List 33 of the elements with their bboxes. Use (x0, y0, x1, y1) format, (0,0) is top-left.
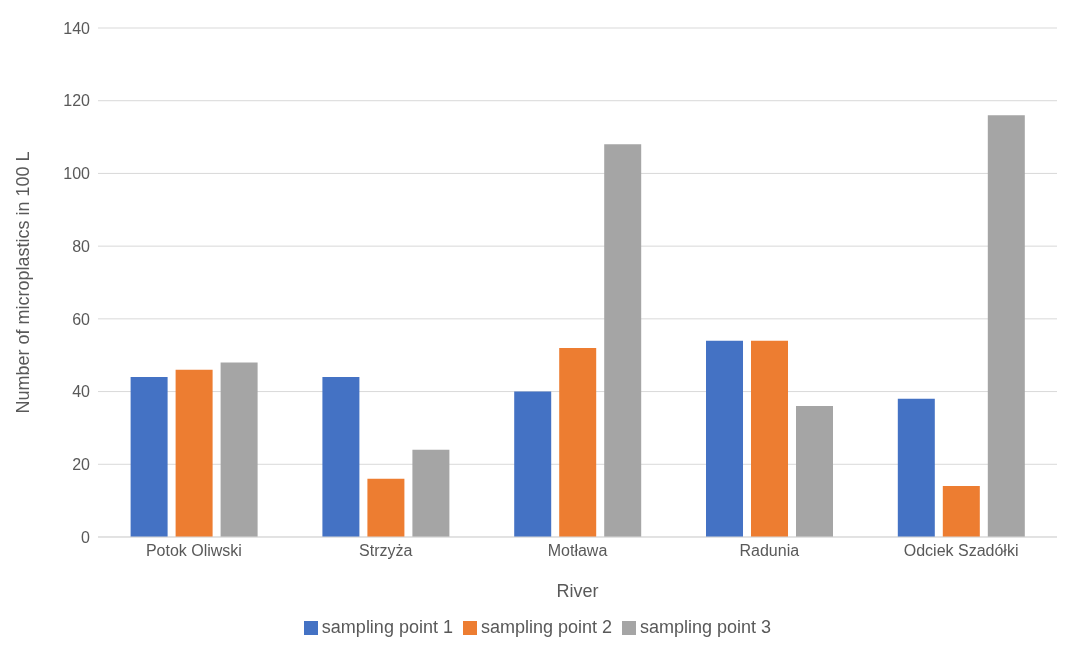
y-tick-label: 80 (72, 237, 91, 255)
legend-label: sampling point 3 (640, 617, 772, 637)
legend-label: sampling point 1 (321, 617, 453, 637)
x-tick-label: Strzyża (359, 542, 413, 560)
x-tick-label: Radunia (739, 542, 800, 560)
bar (604, 144, 642, 537)
bar (220, 362, 258, 537)
bar (559, 347, 597, 537)
bar (412, 449, 450, 537)
bar (796, 406, 834, 537)
x-tick-label: Motława (547, 542, 608, 560)
y-tick-label: 140 (63, 19, 91, 37)
y-tick-label: 0 (81, 528, 91, 546)
bar (367, 478, 405, 537)
bar (897, 398, 935, 537)
bar (987, 115, 1025, 537)
x-tick-label: Odciek Szadółki (903, 542, 1019, 560)
legend-label: sampling point 2 (480, 617, 613, 637)
bar (130, 377, 168, 537)
x-axis-title: River (556, 581, 599, 601)
y-axis-title: Number of microplastics in 100 L (13, 151, 34, 414)
bar (751, 340, 789, 537)
y-tick-label: 40 (72, 383, 91, 401)
bar (514, 391, 552, 537)
y-tick-label: 120 (63, 92, 91, 110)
y-tick-label: 20 (72, 455, 91, 473)
bar (322, 377, 360, 537)
x-tick-label: Potok Oliwski (145, 542, 242, 560)
y-tick-label: 60 (72, 310, 91, 328)
bar (942, 486, 980, 537)
bar (175, 369, 213, 537)
y-tick-label: 100 (63, 165, 91, 183)
bar (706, 340, 744, 537)
